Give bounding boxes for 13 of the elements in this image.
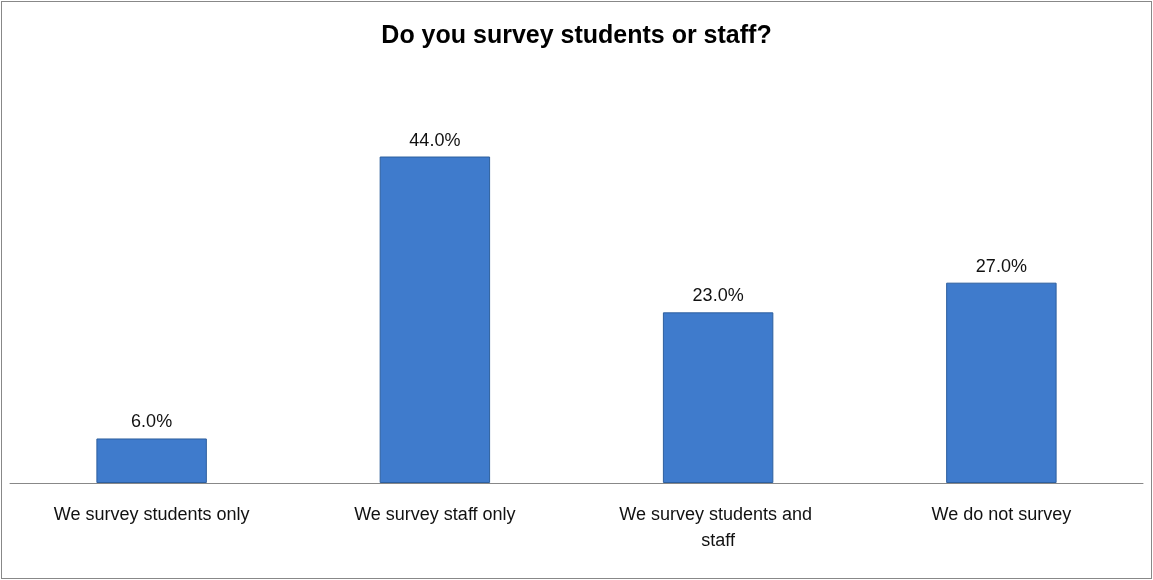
data-label: 27.0% [975, 255, 1027, 276]
bar [96, 438, 207, 483]
data-label: 6.0% [131, 411, 173, 432]
x-tick-label: We survey students and staff [619, 504, 818, 550]
bar [379, 156, 491, 483]
bar [946, 282, 1057, 483]
x-tick-label: We survey students only [53, 504, 250, 524]
data-label: 23.0% [692, 285, 744, 306]
x-tick-label: We do not survey [931, 504, 1072, 524]
x-tick-label: We survey staff only [354, 504, 516, 524]
chart-title: Do you survey students or staff? [381, 19, 772, 48]
data-label: 44.0% [409, 129, 461, 150]
bar [662, 312, 774, 483]
